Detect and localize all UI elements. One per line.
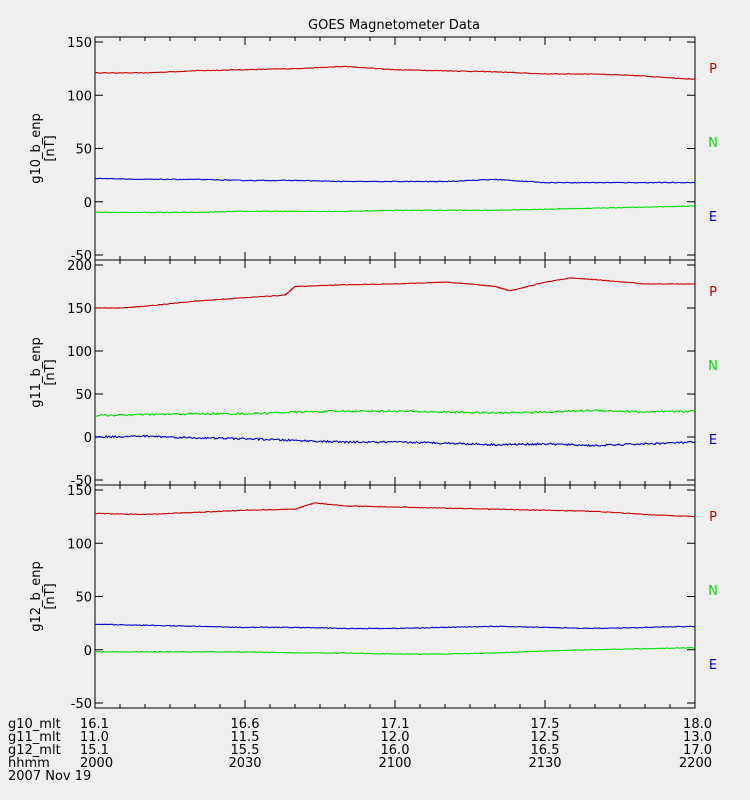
y-tick-label: 100 <box>67 89 92 104</box>
y-tick-label: 0 <box>84 196 92 211</box>
y-axis-label: g12_b_enp <box>29 561 44 632</box>
y-tick-label: 150 <box>67 36 92 51</box>
y-tick-label: 50 <box>75 143 92 158</box>
y-tick-label: 150 <box>67 302 92 317</box>
legend-label-P: P <box>709 510 717 525</box>
y-tick-label: -50 <box>71 249 92 264</box>
y-axis-label: g10_b_enp <box>29 113 44 184</box>
series-line-E <box>94 177 695 184</box>
x-table-value: 12.5 <box>531 730 560 745</box>
x-table-value: 13.0 <box>683 730 712 745</box>
x-table-value: 11.0 <box>80 730 109 745</box>
chart-title: GOES Magnetometer Data <box>308 18 480 33</box>
panel-1: -50 0 50 100 150 g10_b_enp [nT] <box>29 36 696 264</box>
x-table-value: 12.0 <box>381 730 410 745</box>
legend-label-N: N <box>708 359 718 374</box>
legend: P N E P N E P N E <box>708 62 718 673</box>
y-tick-label: -50 <box>71 474 92 489</box>
y-tick-label: 50 <box>75 591 92 606</box>
x-table-value: 11.5 <box>231 730 260 745</box>
x-table-value: 2200 <box>679 756 712 771</box>
series-line-N <box>94 409 696 417</box>
x-table-value: 17.1 <box>381 717 410 732</box>
x-table-value: 18.0 <box>683 717 712 732</box>
x-table-value: 2000 <box>80 756 113 771</box>
x-table-row-label: g11_mlt <box>8 730 61 745</box>
x-table-row-label: g12_mlt <box>8 743 61 758</box>
y-tick-label: 0 <box>84 431 92 446</box>
x-table-value: 2100 <box>378 756 411 771</box>
x-table-value: 2130 <box>528 756 561 771</box>
x-table-value: 16.0 <box>381 743 410 758</box>
y-tick-label: 100 <box>67 345 92 360</box>
y-axis-unit: [nT] <box>43 583 58 609</box>
y-tick-label: 50 <box>75 388 92 403</box>
x-table-row-label: hhmm <box>8 756 50 771</box>
series-line-N <box>94 205 696 214</box>
y-tick-label: 200 <box>67 259 92 274</box>
x-table-row-label: g10_mlt <box>8 717 61 732</box>
legend-label-P: P <box>709 285 717 300</box>
y-axis-unit: [nT] <box>43 135 58 161</box>
x-table-value: 15.1 <box>80 743 109 758</box>
x-table-value: 2030 <box>228 756 261 771</box>
panel-2: -50 0 50 100 150 200 g11_b_enp [nT] <box>29 259 696 489</box>
series-line-N <box>94 646 696 655</box>
x-table-value: 16.5 <box>531 743 560 758</box>
legend-label-P: P <box>709 62 717 77</box>
series-line-P <box>94 65 696 80</box>
x-table-value: 16.1 <box>80 717 109 732</box>
y-tick-label: 0 <box>84 644 92 659</box>
legend-label-E: E <box>709 658 717 673</box>
x-axis-table: g10_mlt 16.1 16.6 17.1 17.5 18.0 g11_mlt 11.0 11… <box>8 717 712 784</box>
y-tick-label: 100 <box>67 537 92 552</box>
x-table-value: 17.5 <box>531 717 560 732</box>
y-axis-unit: [nT] <box>43 359 58 385</box>
x-table-value: 16.6 <box>231 717 260 732</box>
panel-3: -50 0 50 100 150 g12_b_enp [nT] <box>29 484 696 712</box>
panel-frame <box>94 259 696 486</box>
date-label: 2007 Nov 19 <box>8 769 91 784</box>
y-tick-label: 150 <box>67 484 92 499</box>
legend-label-E: E <box>709 433 717 448</box>
y-tick-label: -50 <box>71 697 92 712</box>
x-table-value: 15.5 <box>231 743 260 758</box>
series-line-P <box>94 277 696 309</box>
legend-label-E: E <box>709 210 717 225</box>
y-axis-label: g11_b_enp <box>29 337 44 408</box>
x-table-value: 17.0 <box>683 743 712 758</box>
panel-frame <box>94 484 696 709</box>
series-line-E <box>95 623 696 630</box>
legend-label-N: N <box>708 584 718 599</box>
legend-label-N: N <box>708 136 718 151</box>
series-line-E <box>94 434 696 448</box>
series-line-P <box>94 502 696 518</box>
